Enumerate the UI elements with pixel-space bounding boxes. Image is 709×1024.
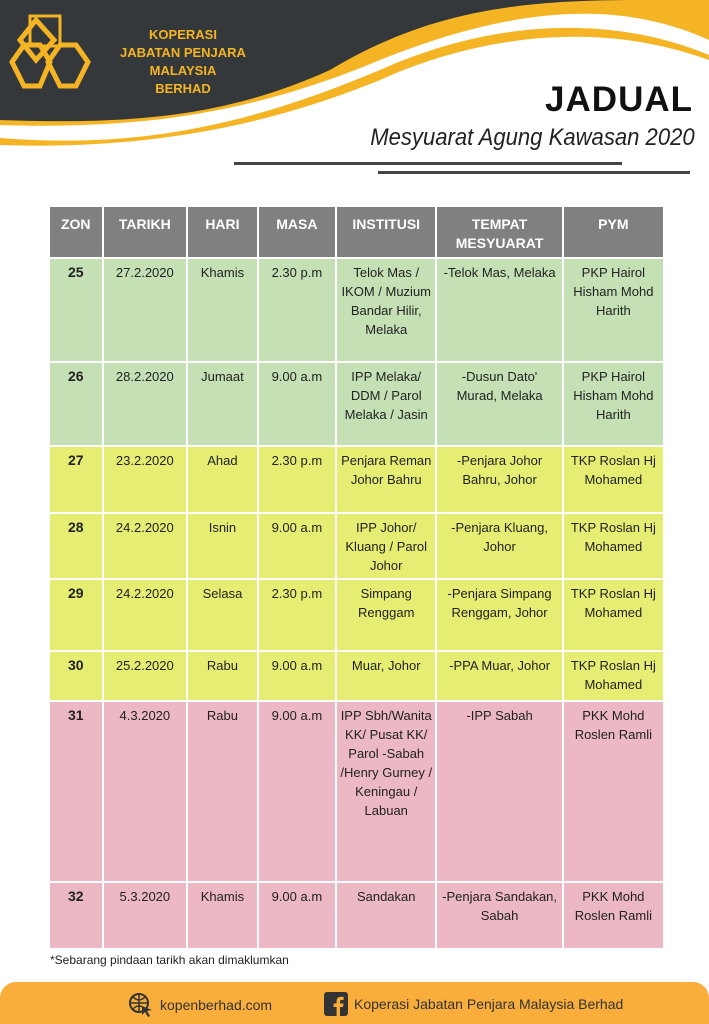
cell-hari: Rabu	[188, 652, 257, 700]
cell-institusi: Telok Mas / IKOM / Muzium Bandar Hilir, …	[337, 259, 436, 361]
cell-zon: 29	[50, 580, 102, 650]
org-line: JABATAN PENJARA MALAYSIA	[120, 45, 246, 78]
table-row: 31 4.3.2020 Rabu 9.00 a.m IPP Sbh/Wanita KK/…	[50, 702, 663, 881]
cell-pym: TKP Roslan Hj Mohamed	[563, 652, 663, 700]
cell-hari: Selasa	[188, 580, 257, 650]
table-row: 32 5.3.2020 Khamis 9.00 a.m Sandakan -Penjara…	[50, 883, 663, 948]
cell-institusi: Simpang Renggam	[337, 580, 436, 650]
table-row: 27 23.2.2020 Ahad 2.30 p.m Penjara Reman Joh…	[50, 447, 663, 512]
table-row: 26 28.2.2020 Jumaat 9.00 a.m IPP Melaka/ DDM…	[50, 363, 663, 445]
cell-institusi: IPP Sbh/Wanita KK/ Pusat KK/ Parol -Saba…	[337, 702, 436, 881]
column-header: TEMPAT MESYUARAT	[437, 207, 562, 257]
cell-tarikh: 5.3.2020	[103, 883, 187, 948]
cell-hari: Khamis	[188, 883, 257, 948]
cell-pym: PKP Hairol Hisham Mohd Harith	[563, 259, 663, 361]
cell-zon: 25	[50, 259, 102, 361]
org-line: BERHAD	[155, 81, 211, 96]
cell-hari: Khamis	[188, 259, 257, 361]
cell-tarikh: 27.2.2020	[103, 259, 187, 361]
cell-pym: PKK Mohd Roslen Ramli	[563, 702, 663, 881]
cell-tempat: -Dusun Dato' Murad, Melaka	[437, 363, 562, 445]
cell-pym: TKP Roslan Hj Mohamed	[563, 447, 663, 512]
cell-institusi: Penjara Reman Johor Bahru	[337, 447, 436, 512]
cell-tarikh: 23.2.2020	[103, 447, 187, 512]
globe-cursor-icon	[129, 993, 152, 1017]
cell-zon: 31	[50, 702, 102, 881]
footer: kopenberhad.com Koperasi Jabatan Penjara…	[0, 982, 709, 1024]
cell-institusi: Sandakan	[337, 883, 436, 948]
cell-tempat: -Penjara Kluang, Johor	[437, 514, 562, 578]
logo	[9, 14, 91, 89]
facebook-text: Koperasi Jabatan Penjara Malaysia Berhad	[354, 996, 624, 1012]
cell-hari: Jumaat	[188, 363, 257, 445]
website-link[interactable]: kopenberhad.com	[128, 992, 272, 1018]
cell-zon: 32	[50, 883, 102, 948]
column-header: MASA	[258, 207, 335, 257]
column-header: HARI	[188, 207, 257, 257]
cell-institusi: IPP Melaka/ DDM / Parol Melaka / Jasin	[337, 363, 436, 445]
facebook-link[interactable]: Koperasi Jabatan Penjara Malaysia Berhad	[324, 992, 623, 1016]
cell-tarikh: 4.3.2020	[103, 702, 187, 881]
page-subtitle: Mesyuarat Agung Kawasan 2020	[370, 124, 695, 151]
cell-zon: 27	[50, 447, 102, 512]
cell-tempat: -Telok Mas, Melaka	[437, 259, 562, 361]
website-text: kopenberhad.com	[160, 997, 273, 1013]
table-header: ZON TARIKH HARI MASA INSTITUSI TEMPAT MESYUAR…	[50, 207, 663, 257]
footnote: *Sebarang pindaan tarikh akan dimaklumka…	[50, 953, 289, 967]
cell-masa: 2.30 p.m	[258, 259, 335, 361]
cell-institusi: Muar, Johor	[337, 652, 436, 700]
cell-tarikh: 25.2.2020	[103, 652, 187, 700]
column-header: INSTITUSI	[337, 207, 436, 257]
org-line: KOPERASI	[149, 27, 217, 42]
cell-masa: 9.00 a.m	[258, 363, 335, 445]
cell-pym: PKK Mohd Roslen Ramli	[563, 883, 663, 948]
cell-masa: 2.30 p.m	[258, 580, 335, 650]
table-row: 28 24.2.2020 Isnin 9.00 a.m IPP Johor/ Kluan…	[50, 514, 663, 578]
cell-masa: 9.00 a.m	[258, 883, 335, 948]
cell-zon: 30	[50, 652, 102, 700]
cell-tempat: -Penjara Simpang Renggam, Johor	[437, 580, 562, 650]
cell-tarikh: 28.2.2020	[103, 363, 187, 445]
cell-hari: Rabu	[188, 702, 257, 881]
cell-institusi: IPP Johor/ Kluang / Parol Johor	[337, 514, 436, 578]
cell-pym: TKP Roslan Hj Mohamed	[563, 514, 663, 578]
cell-tempat: -Penjara Sandakan, Sabah	[437, 883, 562, 948]
schedule-table: ZON TARIKH HARI MASA INSTITUSI TEMPAT MESYUAR…	[48, 205, 665, 950]
column-header: PYM	[563, 207, 663, 257]
cell-tempat: -PPA Muar, Johor	[437, 652, 562, 700]
org-name: KOPERASI JABATAN PENJARA MALAYSIA BERHAD	[88, 26, 278, 98]
cell-hari: Isnin	[188, 514, 257, 578]
column-header: TARIKH	[103, 207, 187, 257]
cell-hari: Ahad	[188, 447, 257, 512]
cell-tempat: -Penjara Johor Bahru, Johor	[437, 447, 562, 512]
facebook-icon	[324, 992, 348, 1016]
header-banner	[0, 0, 709, 174]
cell-zon: 28	[50, 514, 102, 578]
cell-masa: 9.00 a.m	[258, 702, 335, 881]
cell-zon: 26	[50, 363, 102, 445]
table-row: 29 24.2.2020 Selasa 2.30 p.m Simpang Renggam…	[50, 580, 663, 650]
page-title: JADUAL	[545, 80, 693, 119]
cell-pym: PKP Hairol Hisham Mohd Harith	[563, 363, 663, 445]
table-row: 25 27.2.2020 Khamis 2.30 p.m Telok Mas / IKO…	[50, 259, 663, 361]
cell-masa: 9.00 a.m	[258, 652, 335, 700]
cell-tarikh: 24.2.2020	[103, 514, 187, 578]
cell-masa: 9.00 a.m	[258, 514, 335, 578]
cell-pym: TKP Roslan Hj Mohamed	[563, 580, 663, 650]
table-row: 30 25.2.2020 Rabu 9.00 a.m Muar, Johor -PPA M…	[50, 652, 663, 700]
cell-tarikh: 24.2.2020	[103, 580, 187, 650]
cell-masa: 2.30 p.m	[258, 447, 335, 512]
cell-tempat: -IPP Sabah	[437, 702, 562, 881]
column-header: ZON	[50, 207, 102, 257]
